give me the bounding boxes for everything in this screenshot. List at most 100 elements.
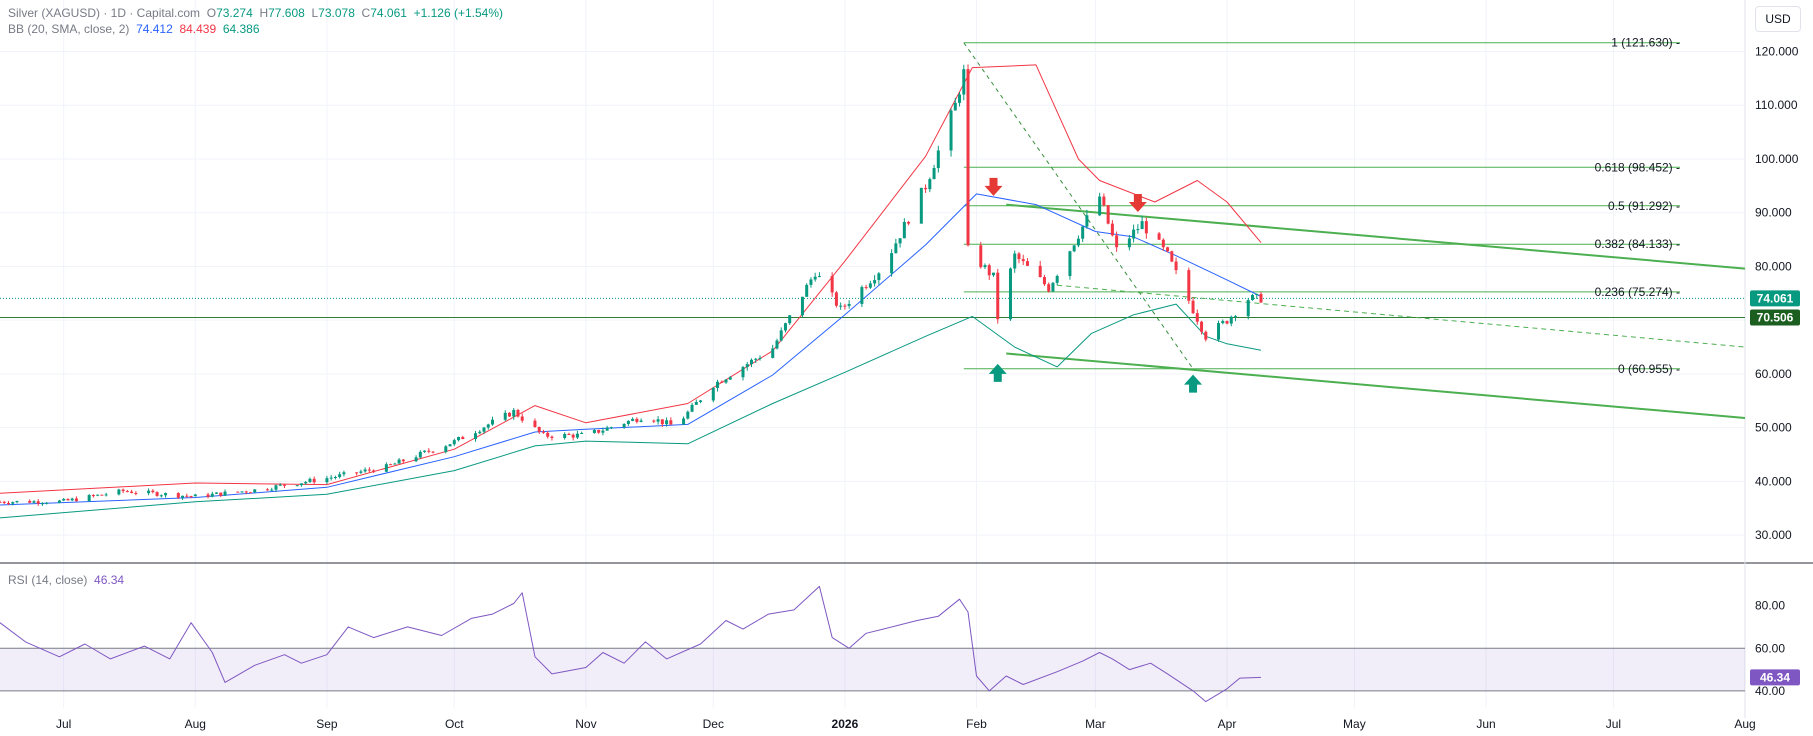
- candle-body: [550, 436, 554, 438]
- candle-body: [567, 433, 571, 435]
- candle-body: [1255, 293, 1259, 296]
- candle-body: [860, 287, 864, 304]
- candle-body: [724, 379, 728, 383]
- current-price-tag-bg: [1750, 290, 1800, 307]
- candle-body: [1217, 323, 1221, 340]
- candle-body: [423, 450, 427, 452]
- candle-body: [431, 451, 435, 453]
- open-value: 73.274: [216, 6, 253, 20]
- candle-body: [1008, 268, 1012, 320]
- candle-body: [711, 387, 715, 401]
- time-tick-label: Mar: [1085, 717, 1106, 731]
- candle-body: [1110, 223, 1114, 236]
- candle-body: [1106, 205, 1110, 224]
- currency-button[interactable]: USD: [1755, 6, 1801, 32]
- candle-body: [474, 433, 478, 440]
- candle-body: [155, 492, 159, 496]
- candle-body: [1250, 295, 1254, 301]
- fib-label-0.618: 0.618 (98.452) -: [1595, 160, 1680, 174]
- support-price-tag: 70.506: [1757, 310, 1794, 324]
- candle-body: [159, 495, 163, 497]
- candle-body: [181, 495, 185, 498]
- bb-basis-value: 74.412: [136, 22, 173, 36]
- candle-body: [894, 243, 898, 254]
- candle-body: [295, 485, 299, 487]
- price-tick-label: 110.000: [1755, 98, 1798, 112]
- price-tick-label: 120.000: [1755, 44, 1799, 58]
- candle-body: [0, 501, 2, 503]
- high-label: H: [259, 6, 269, 20]
- grid: [0, 0, 1813, 718]
- candle-body: [304, 481, 308, 484]
- rsi-plot[interactable]: [0, 585, 1745, 703]
- candle-body: [1098, 196, 1102, 216]
- time-tick-label: Sep: [316, 717, 338, 731]
- candle-body: [253, 489, 257, 493]
- candle-body: [830, 276, 834, 293]
- candle-body: [1127, 238, 1131, 248]
- candle-body: [839, 305, 843, 307]
- bb-lower-line: [0, 303, 1262, 519]
- candle-body: [626, 420, 630, 424]
- time-tick-label: Apr: [1218, 717, 1237, 731]
- price-axis[interactable]: 30.00040.00050.00060.00070.00080.00090.0…: [1750, 44, 1800, 542]
- candle-body: [520, 416, 524, 421]
- candle-body: [134, 492, 138, 494]
- candle-body: [749, 359, 753, 365]
- price-tick-label: 80.000: [1755, 259, 1792, 273]
- candle-body: [308, 478, 312, 482]
- candle-body: [601, 430, 605, 433]
- channel-line-1: [1006, 203, 1746, 270]
- candle-body: [1085, 215, 1089, 227]
- candle-body: [1170, 251, 1174, 262]
- candle-body: [1157, 233, 1161, 240]
- candle-body: [461, 437, 465, 440]
- fib-label-0.5: 0.5 (91.292) -: [1608, 199, 1680, 213]
- candle-body: [745, 364, 749, 368]
- candle-body: [15, 500, 19, 503]
- candle-body: [1166, 247, 1170, 252]
- candle-body: [890, 253, 894, 274]
- candle-body: [189, 496, 193, 498]
- candle-body: [1076, 238, 1080, 246]
- time-tick-label: May: [1343, 717, 1366, 731]
- fib-label-0.236: 0.236 (75.274) -: [1595, 285, 1680, 299]
- candle-body: [278, 484, 282, 486]
- candle-body: [457, 437, 461, 441]
- rsi-current-tag: 46.34: [1760, 670, 1790, 684]
- candle-body: [516, 410, 520, 417]
- candle-body: [248, 492, 252, 494]
- time-axis[interactable]: Jul Aug Sep Oct Nov Dec 2026 Feb Mar Apr May Jun Jul…: [56, 717, 1756, 731]
- candle-body: [1068, 251, 1072, 276]
- candle-body: [1072, 245, 1076, 252]
- candle-body: [660, 419, 664, 425]
- candle-body: [924, 187, 928, 190]
- candle-body: [983, 265, 987, 268]
- candle-body: [1234, 316, 1238, 318]
- candle-body: [401, 459, 405, 462]
- candle-body: [1013, 253, 1017, 269]
- candle-body: [282, 484, 286, 486]
- candle-body: [28, 500, 32, 503]
- candle-body: [486, 424, 490, 428]
- close-value: 74.061: [370, 6, 407, 20]
- candle-body: [363, 469, 367, 472]
- time-tick-label: Dec: [703, 717, 724, 731]
- candle-body: [151, 490, 155, 493]
- candle-body: [958, 94, 962, 103]
- candle-body: [1021, 259, 1025, 262]
- candle-body: [176, 493, 180, 498]
- rsi-axis[interactable]: 40.00 60.00 80.00 46.34: [1750, 599, 1800, 698]
- candle-body: [805, 284, 809, 297]
- candle-body: [1229, 316, 1233, 324]
- candle-body: [541, 431, 545, 433]
- candle-body: [1187, 270, 1191, 301]
- candle-body: [117, 489, 121, 495]
- candle-body: [397, 459, 401, 464]
- candle-body: [367, 469, 371, 471]
- candle-body: [809, 279, 813, 285]
- price-plot[interactable]: 1 (121.630) - 0.618 (98.452) - 0.5 (91.292…: [0, 36, 1746, 519]
- candle-body: [741, 367, 745, 378]
- rsi-tag-bg: [1750, 669, 1800, 686]
